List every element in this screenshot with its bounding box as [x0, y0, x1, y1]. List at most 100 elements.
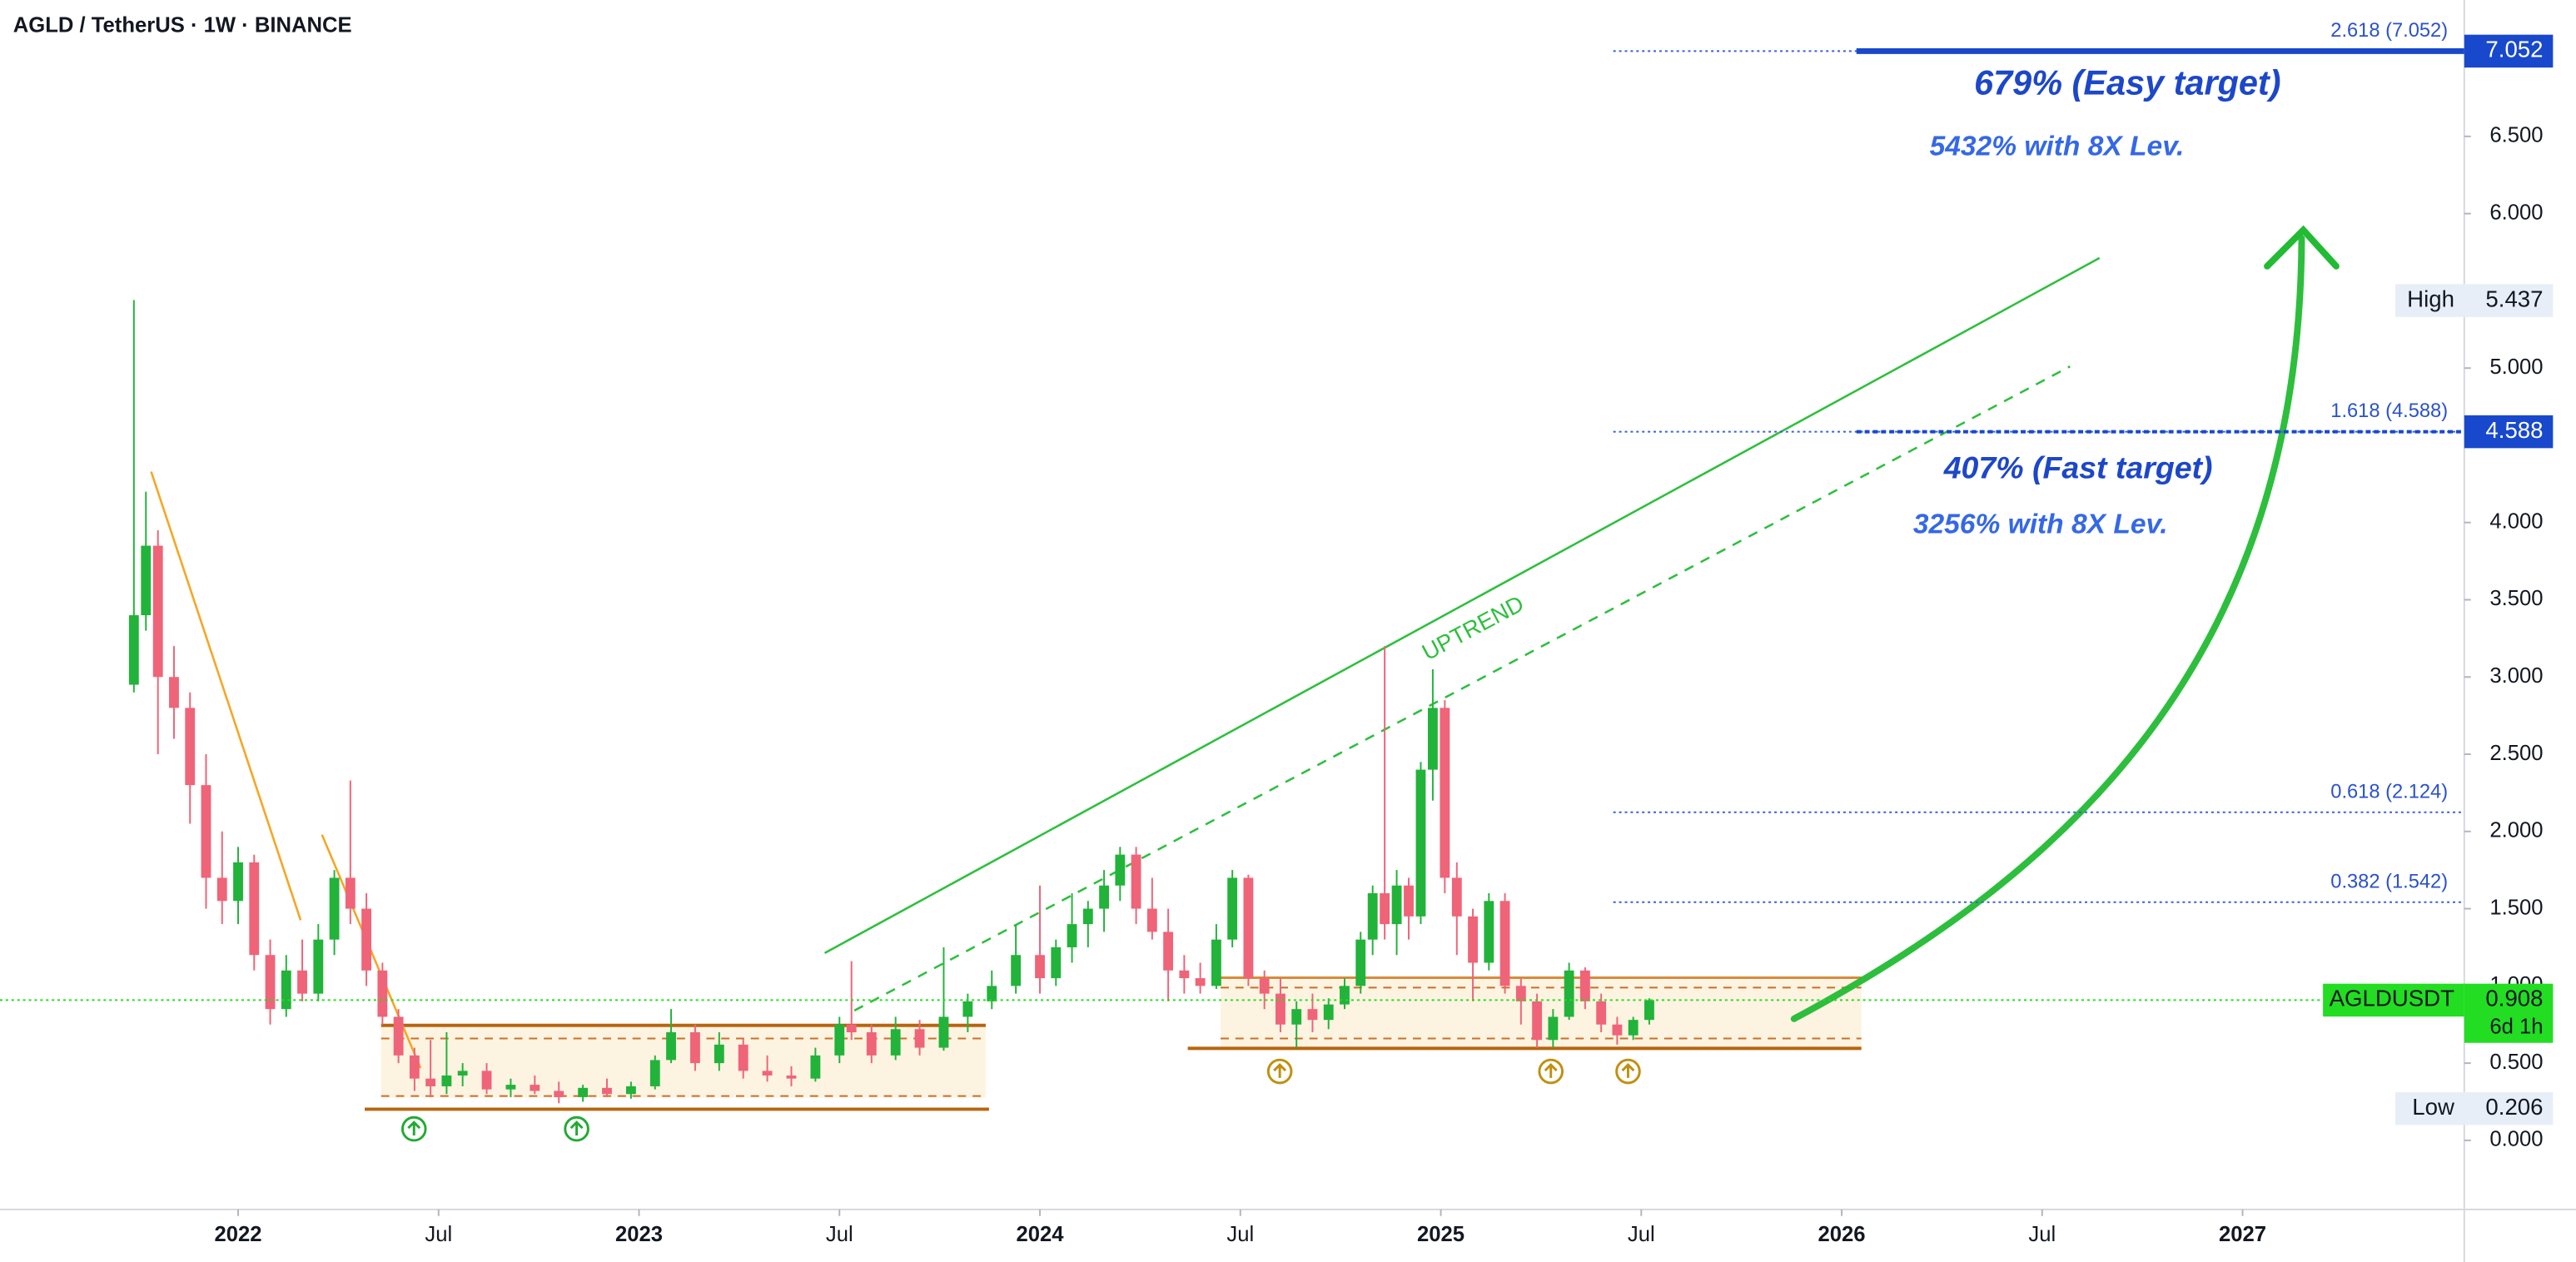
candle-body: [530, 1085, 540, 1091]
y-tick-label: 2.500: [2489, 742, 2543, 765]
y-tick-label: 3.500: [2489, 587, 2543, 610]
candle-body: [786, 1075, 797, 1079]
candle-body: [481, 1071, 492, 1090]
candle-body: [377, 970, 388, 1017]
candle-body: [714, 1044, 724, 1064]
candle-body: [1307, 1009, 1318, 1021]
candle-body: [1404, 885, 1414, 917]
price-name-box: [2394, 1091, 2464, 1125]
price-name: AGLDUSDT: [2330, 986, 2455, 1011]
candle-body: [1612, 1024, 1623, 1036]
x-tick-label: Jul: [2028, 1223, 2056, 1246]
chart-title: AGLD / TetherUS · 1W · BINANCE: [13, 13, 352, 37]
candle-body: [762, 1071, 773, 1076]
price-name: High: [2407, 286, 2454, 311]
candle-body: [578, 1087, 589, 1097]
candle-body: [1163, 932, 1174, 971]
candle-body: [890, 1029, 901, 1056]
candle-body: [1451, 877, 1462, 917]
candle-body: [1146, 908, 1157, 932]
candle-body: [866, 1032, 877, 1056]
candle-body: [128, 615, 139, 685]
candle-body: [1211, 939, 1221, 986]
candle-body: [425, 1078, 436, 1086]
candle-body: [1243, 877, 1254, 979]
candle-body: [201, 785, 211, 878]
x-tick-label: 2027: [2219, 1223, 2266, 1246]
candle-body: [1082, 908, 1093, 925]
price-label-box: [2464, 34, 2554, 68]
candle-body: [361, 908, 372, 971]
candle-body: [1427, 708, 1438, 770]
y-tick-label: 0.000: [2489, 1128, 2543, 1151]
y-tick-label: 4.000: [2489, 509, 2543, 533]
candle-body: [1532, 1001, 1543, 1041]
candle-body: [1579, 970, 1590, 1001]
candle-body: [1340, 986, 1350, 1005]
price-name-box: [2323, 983, 2464, 1017]
candle-body: [1596, 1001, 1607, 1025]
price-label: 4.588: [2485, 417, 2543, 443]
candle-body: [1323, 1004, 1334, 1021]
candle-body: [1644, 1000, 1654, 1021]
signal-icons: [400, 1058, 1641, 1142]
price-name-box: [2394, 284, 2464, 317]
candle-body: [1131, 854, 1141, 909]
price-label: 5.437: [2485, 286, 2543, 311]
candle-body: [914, 1029, 925, 1048]
annotation: 407% (Fast target): [1943, 450, 2213, 484]
candle-body: [249, 862, 260, 956]
price-label: 0.206: [2485, 1094, 2543, 1120]
candle-body: [554, 1091, 564, 1097]
candle-body: [141, 545, 152, 616]
x-tick-label: Jul: [425, 1223, 452, 1246]
fib-label: 0.618 (2.124): [2330, 781, 2448, 802]
candle-body: [962, 1001, 973, 1017]
candle-body: [1499, 901, 1510, 986]
overlay: AGLD / TetherUS · 1W · BINANCE 679% (Eas…: [13, 13, 2554, 1246]
countdown: 6d 1h: [2489, 1016, 2543, 1039]
candle-body: [738, 1044, 748, 1071]
candle-body: [938, 1016, 949, 1048]
candle-body: [987, 986, 997, 1001]
candle-body: [297, 970, 307, 994]
candle-body: [1291, 1009, 1302, 1025]
candle-body: [1628, 1020, 1639, 1036]
candle-body: [1259, 978, 1270, 994]
candle-body: [810, 1055, 821, 1079]
candle-body: [457, 1071, 468, 1076]
candle-body: [393, 1016, 404, 1056]
x-tick-label: 2025: [1417, 1223, 1465, 1246]
candle-body: [1440, 708, 1450, 878]
y-tick-label: 6.500: [2489, 124, 2543, 147]
candle-body: [834, 1024, 845, 1056]
uptrend-line-dashed: [853, 365, 2071, 1012]
candle-body: [625, 1086, 636, 1095]
candle-body: [1367, 893, 1378, 940]
price-name: Low: [2412, 1094, 2455, 1120]
y-tick-label: 1.500: [2489, 896, 2543, 919]
x-tick-label: 2022: [214, 1223, 261, 1246]
candle-body: [1011, 955, 1022, 986]
candle-body: [345, 877, 356, 909]
candle-body: [1227, 877, 1238, 940]
candle-body: [1179, 970, 1190, 979]
candle-body: [666, 1032, 676, 1061]
y-tick-label: 6.000: [2489, 201, 2543, 224]
y-tick-label: 2.000: [2489, 819, 2543, 842]
annotation: 679% (Easy target): [1974, 63, 2280, 102]
candle-body: [1195, 978, 1206, 986]
price-label-box: [2464, 284, 2554, 317]
candle-body: [313, 939, 324, 994]
y-tick-label: 3.000: [2489, 664, 2543, 688]
price-label: 7.052: [2485, 37, 2543, 62]
price-label-box: [2464, 983, 2554, 1043]
candle-body: [216, 877, 227, 902]
price-label: 0.908: [2485, 986, 2543, 1011]
candle-body: [649, 1060, 660, 1086]
y-tick-label: 5.000: [2489, 355, 2543, 379]
candle-body: [1067, 924, 1077, 947]
annotation: 5432% with 8X Lev.: [1930, 132, 2185, 162]
candle-body: [265, 955, 276, 1010]
